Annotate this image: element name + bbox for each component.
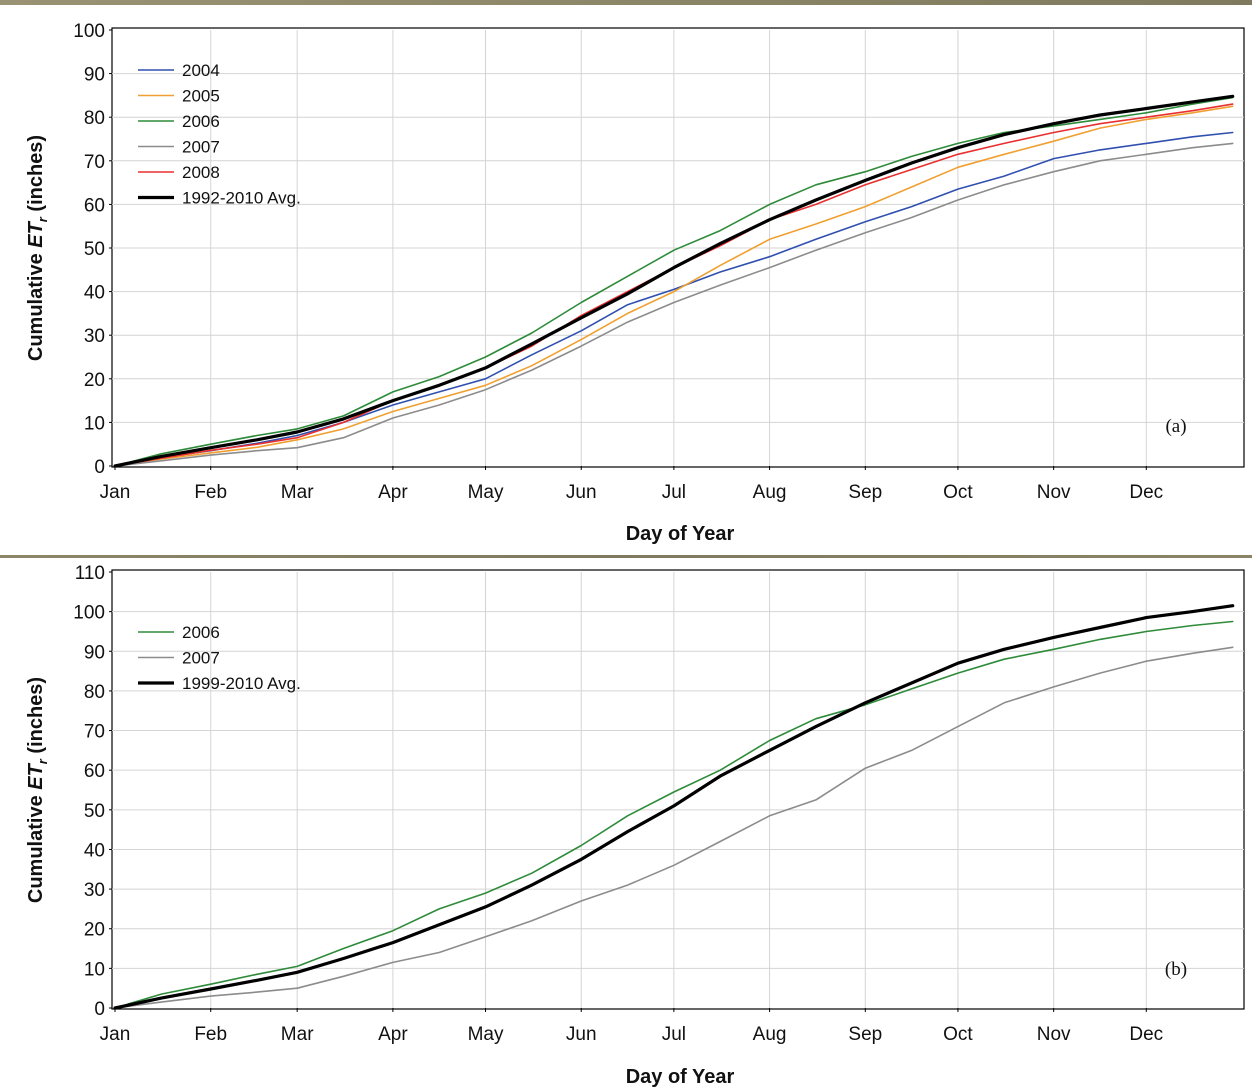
y-tick-label: 100 [73,21,105,42]
gridlines-a [112,30,1244,466]
y-tick-label: 80 [84,108,105,129]
y-tick-label: 20 [84,370,105,391]
y-tick-label: 40 [84,840,105,861]
y-tick-label: 70 [84,722,105,743]
y-axis-title-b-sub: r [35,758,50,764]
x-tick-label: Jun [566,1024,597,1045]
y-axis-a: 0 10 20 30 40 50 60 70 80 90 100 [73,21,112,478]
panel-label-b: (b) [1165,959,1187,980]
y-tick-label: 60 [84,761,105,782]
y-axis-title-a-italic: ET [25,220,47,247]
y-axis-title-b-suffix: (inches) [25,677,47,759]
legend-b: 2006 2007 1999-2010 Avg. [138,623,301,693]
x-tick-label: Oct [943,1024,973,1045]
legend-label: 1999-2010 Avg. [182,674,301,693]
series-line-2005 [114,105,1234,467]
y-tick-label: 30 [84,880,105,901]
x-axis-title-b: Day of Year [626,1066,735,1088]
x-tick-label: Aug [753,482,787,503]
y-tick-label: 40 [84,283,105,304]
gridlines-b [112,572,1244,1008]
x-tick-label: Jun [566,482,597,503]
y-tick-label: 0 [94,999,105,1020]
y-tick-label: 50 [84,801,105,822]
legend-a: 2004 2005 2006 2007 2008 1992-2010 Avg. [138,61,301,208]
y-axis-title-a-prefix: Cumulative [25,248,47,361]
legend-label: 2004 [182,61,220,80]
x-tick-label: Apr [378,1024,408,1045]
series-line-2004 [114,131,1234,467]
y-tick-label: 110 [75,563,105,584]
x-tick-label: Jul [662,482,686,503]
series-line-2006 [114,96,1234,467]
x-axis-a: Jan Feb Mar Apr May Jun Jul Aug Sep Oct Nov Dec [100,466,1163,503]
y-axis-title-b-prefix: Cumulative [25,790,47,903]
x-tick-label: Jul [662,1024,686,1045]
legend-label: 2007 [182,138,220,157]
legend-label: 2007 [182,649,220,668]
x-tick-label: Feb [194,482,227,503]
x-tick-label: Mar [281,1024,314,1045]
y-tick-label: 90 [84,65,105,86]
legend-label: 1992-2010 Avg. [182,189,301,208]
series-lines-b [113,604,1235,1010]
y-tick-label: 100 [73,603,105,624]
legend-label: 2005 [182,87,220,106]
y-tick-label: 80 [84,682,105,703]
x-tick-label: Oct [943,482,973,503]
series-lines-a [113,94,1235,468]
x-axis-b: Jan Feb Mar Apr May Jun Jul Aug Sep Oct Nov Dec [100,1008,1163,1045]
y-tick-label: 50 [84,239,105,260]
legend-label: 2006 [182,623,220,642]
panel-label-a: (a) [1165,416,1186,437]
y-axis-b: 0 10 20 30 40 50 60 70 80 90 100 110 [73,563,112,1020]
y-tick-label: 90 [84,642,105,663]
legend-label: 2008 [182,163,220,182]
chart-panel-b: 0 10 20 30 40 50 60 70 80 90 100 110 Jan Feb Mar Apr Ma… [0,558,1252,1091]
series-line-2007 [114,646,1234,1009]
series-line-1999-2010-avg- [113,604,1235,1010]
series-line-2006 [114,620,1234,1009]
y-tick-label: 30 [84,326,105,347]
x-tick-label: Dec [1129,482,1163,503]
x-tick-label: Apr [378,482,408,503]
y-tick-label: 10 [84,959,105,980]
y-tick-label: 0 [94,457,105,478]
y-tick-label: 10 [84,413,105,434]
x-tick-label: Jan [100,482,131,503]
x-tick-label: Aug [753,1024,787,1045]
legend-label: 2006 [182,112,220,131]
x-tick-label: Sep [848,1024,882,1045]
y-tick-label: 60 [84,195,105,216]
y-axis-title-a: Cumulative ETr (inches) [25,135,50,361]
y-axis-title-a-sub: r [35,216,50,222]
x-tick-label: Feb [194,1024,227,1045]
x-axis-title-a: Day of Year [626,523,735,545]
x-tick-label: Nov [1037,482,1071,503]
x-tick-label: May [468,482,504,503]
y-axis-title-a-suffix: (inches) [25,135,47,217]
x-tick-label: Dec [1129,1024,1163,1045]
series-line-2007 [114,142,1234,467]
x-tick-label: May [468,1024,504,1045]
y-tick-label: 70 [84,152,105,173]
x-tick-label: Mar [281,482,314,503]
x-tick-label: Jan [100,1024,131,1045]
x-tick-label: Nov [1037,1024,1071,1045]
y-axis-title-b: Cumulative ETr (inches) [25,677,50,903]
series-line-1992-2010-avg- [113,94,1235,468]
x-tick-label: Sep [848,482,882,503]
chart-panel-a: 0 10 20 30 40 50 60 70 80 90 100 Jan Feb Mar Apr May Ju… [0,5,1252,555]
y-tick-label: 20 [84,920,105,941]
y-axis-title-b-italic: ET [25,762,47,789]
